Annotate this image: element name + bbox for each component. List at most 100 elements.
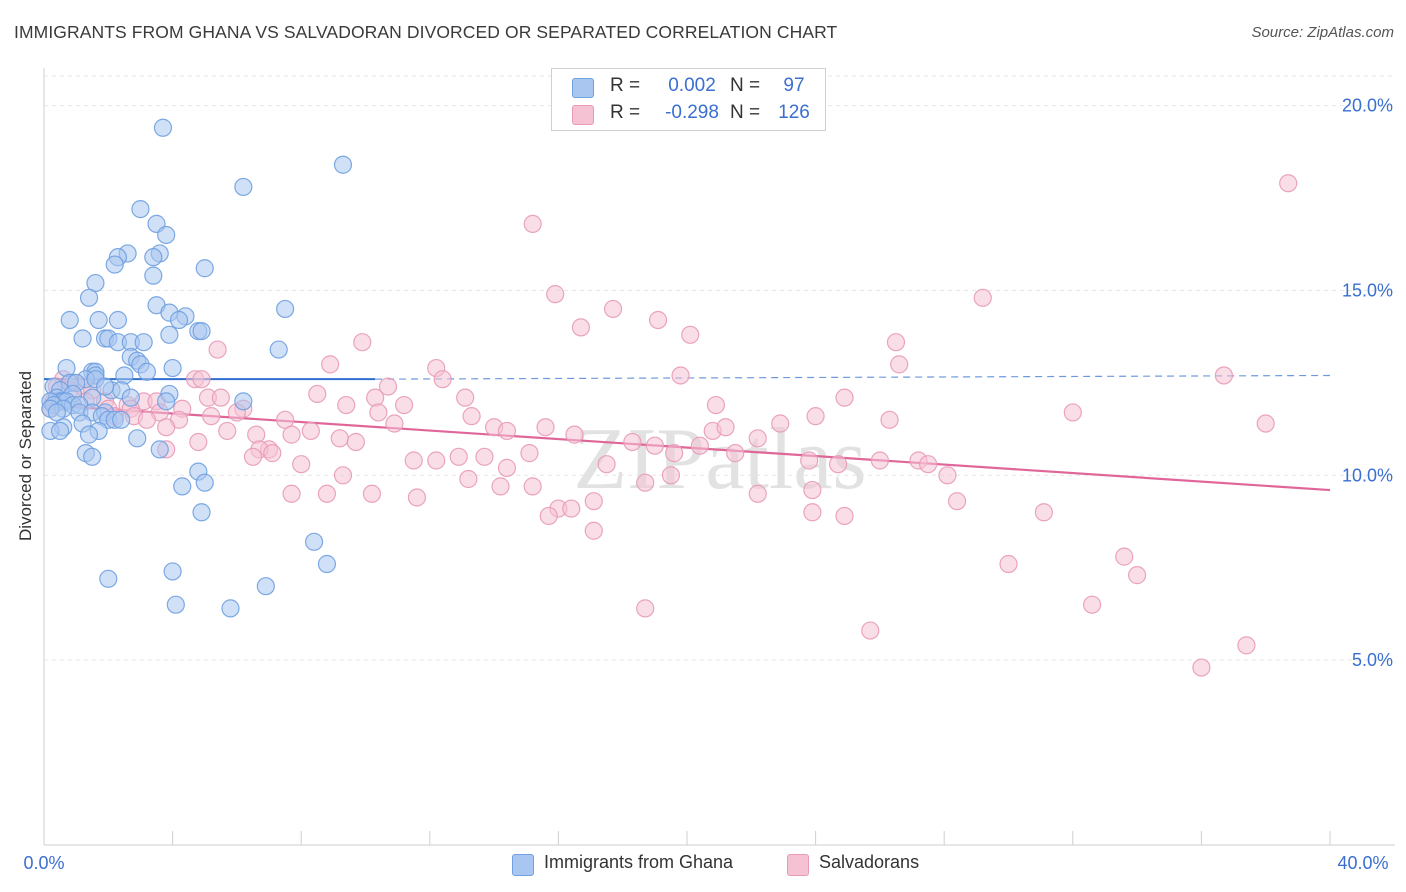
salvadorans-point <box>938 466 957 485</box>
chart-source: Source: ZipAtlas.com <box>1251 24 1394 41</box>
ghana-point <box>105 255 124 274</box>
salvadorans-point <box>520 444 539 463</box>
legend-r-label: R = <box>610 75 641 96</box>
ghana-point <box>121 388 140 407</box>
salvadorans-point <box>645 436 664 455</box>
x-tick-label-max: 40.0% <box>1337 853 1388 873</box>
ghana-point <box>112 410 131 429</box>
ghana-point <box>89 310 108 330</box>
salvadorans-point <box>211 388 230 407</box>
salvadorans-point <box>800 451 819 470</box>
salvadorans-point <box>584 521 603 540</box>
salvadorans-point <box>317 484 337 503</box>
salvadorans-point <box>157 418 176 437</box>
ghana-point <box>150 440 169 459</box>
ghana-point <box>163 358 182 378</box>
salvadorans-point <box>369 403 388 422</box>
y-tick-label: 20.0% <box>1342 96 1393 116</box>
salvadorans-point <box>1237 636 1256 655</box>
salvadorans-point <box>771 414 790 433</box>
salvadorans-point <box>565 425 584 444</box>
salvadorans-point <box>282 484 301 503</box>
salvadorans-point <box>301 421 320 441</box>
ghana-point <box>276 299 295 319</box>
salvadorans-point <box>1034 503 1053 522</box>
salvadorans-point <box>880 410 899 429</box>
gridlines <box>44 75 1395 661</box>
salvadorans-point <box>362 484 382 503</box>
legend-swatch-salvadorans <box>572 105 594 125</box>
salvadorans-point <box>947 492 967 511</box>
salvadorans-point <box>523 477 542 496</box>
salvadorans-point <box>716 418 735 437</box>
y-tick-label: 15.0% <box>1342 280 1393 300</box>
salvadorans-point <box>603 299 623 319</box>
salvadorans-point <box>690 436 709 455</box>
salvadorans-point <box>475 447 494 466</box>
salvadorans-point <box>308 384 327 404</box>
salvadorans-point <box>748 484 767 503</box>
ghana-point <box>79 288 99 307</box>
legend-n-value: 97 <box>783 75 805 96</box>
salvadorans-point <box>829 455 848 474</box>
salvadorans-point <box>1127 566 1147 585</box>
salvadorans-point <box>292 455 311 474</box>
salvadorans-point <box>890 355 909 374</box>
salvadorans-point <box>353 333 372 352</box>
ghana-point <box>234 392 253 411</box>
salvadorans-trend-line <box>43 403 1331 492</box>
stats-legend: R = 0.002 N = 97 R = -0.298 N = 126 <box>551 68 826 131</box>
chart-title: IMMIGRANTS FROM GHANA VS SALVADORAN DIVO… <box>14 22 838 42</box>
salvadorans-point <box>247 425 266 444</box>
salvadorans-point <box>321 355 340 374</box>
salvadorans-point <box>748 429 767 448</box>
salvadorans-point <box>523 214 542 233</box>
ghana-point <box>163 562 182 581</box>
series-legend: Immigrants from Ghana Salvadorans <box>0 852 1406 878</box>
ghana-point <box>144 266 163 285</box>
x-tick-label-min: 0.0% <box>23 853 64 873</box>
ghana-point <box>169 310 189 330</box>
salvadorans-point <box>623 432 642 452</box>
ghana-point <box>317 554 337 574</box>
salvadorans-point <box>385 414 404 433</box>
salvadorans-point <box>1115 547 1134 566</box>
salvadorans-point <box>366 388 385 407</box>
ghana-point <box>108 310 128 330</box>
salvadorans-point <box>456 388 475 407</box>
ghana-point <box>221 599 240 618</box>
ghana-point <box>79 425 99 444</box>
ghana-point <box>166 595 185 614</box>
salvadorans-point <box>835 506 854 526</box>
ghana-point <box>333 155 353 174</box>
salvadorans-point <box>571 318 591 337</box>
ghana-point <box>73 329 92 348</box>
salvadorans-point <box>536 418 555 437</box>
legend-r-label: R = <box>610 102 641 123</box>
salvadorans-point <box>497 421 517 441</box>
salvadorans-point <box>282 425 301 444</box>
series-swatch-salvadorans <box>787 854 809 876</box>
salvadorans-point <box>1214 366 1234 385</box>
legend-n-value: 126 <box>778 102 810 123</box>
ghana-point <box>144 248 163 267</box>
axes <box>43 68 1395 846</box>
salvadorans-point <box>427 451 446 470</box>
salvadorans-point <box>433 370 452 389</box>
salvadorans-point <box>459 469 478 489</box>
salvadorans-point <box>803 480 822 500</box>
salvadorans-point <box>333 466 353 485</box>
ghana-point <box>57 358 76 378</box>
legend-swatch-ghana <box>572 78 594 98</box>
ghana-point <box>157 392 176 411</box>
salvadorans-point <box>330 429 349 448</box>
ghana-point <box>83 447 102 466</box>
salvadorans-point <box>726 444 745 463</box>
ghana-point <box>234 177 253 197</box>
salvadorans-point <box>671 366 690 385</box>
ghana-point <box>153 118 173 137</box>
salvadorans-point <box>449 447 468 466</box>
ghana-point <box>173 477 192 496</box>
series-swatch-ghana <box>512 854 534 876</box>
y-tick-label: 10.0% <box>1342 465 1393 485</box>
